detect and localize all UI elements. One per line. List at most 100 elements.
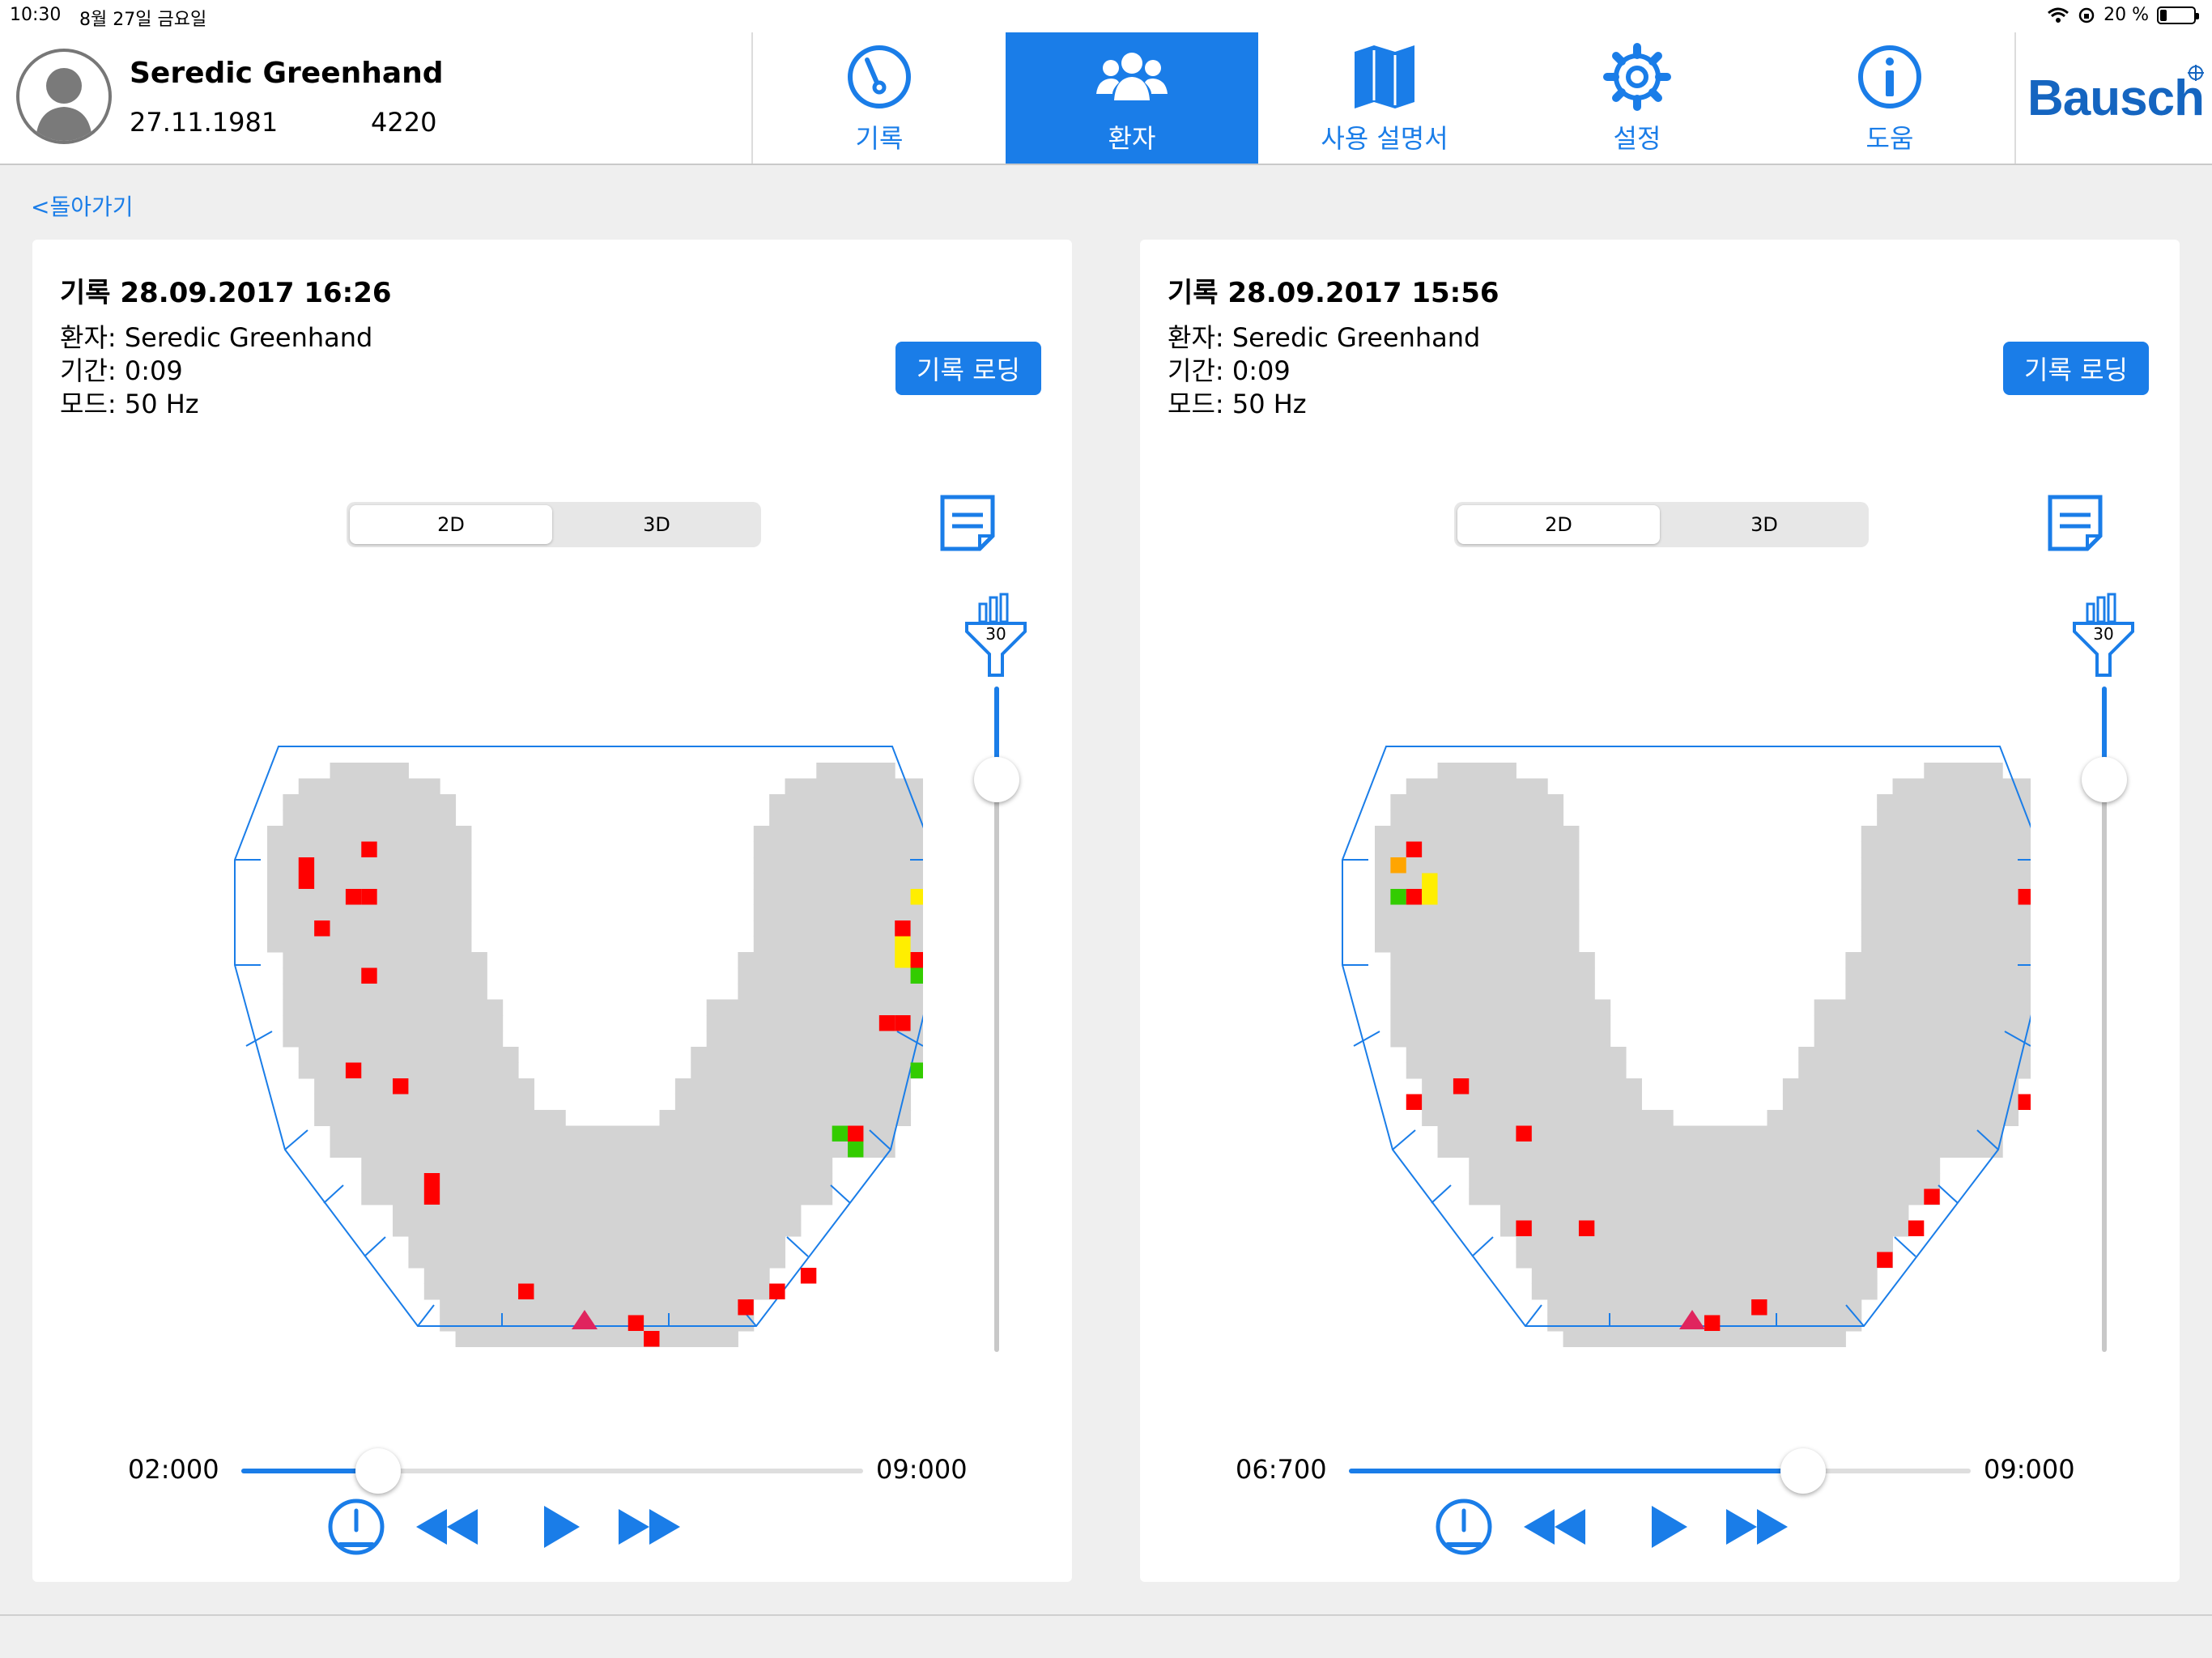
nav-help[interactable]: 도움 — [1763, 32, 2016, 164]
speed-gauge-icon[interactable] — [325, 1496, 387, 1558]
arch-tick — [284, 1129, 308, 1150]
contact-cell — [910, 889, 923, 905]
arch-band — [1375, 826, 1580, 842]
arch-tick — [323, 1184, 344, 1204]
arch-band — [283, 999, 504, 1016]
arch-band — [1390, 810, 1564, 827]
view-2d-option[interactable]: 2D — [350, 505, 552, 544]
arch-band — [1390, 967, 1595, 984]
arch-band — [1500, 1205, 1909, 1221]
arch-band — [283, 1015, 504, 1031]
nav-manual[interactable]: 사용 설명서 — [1258, 32, 1511, 164]
contact-cell — [1877, 1252, 1893, 1268]
arch-band — [440, 1315, 755, 1332]
arch-band — [1437, 763, 1516, 779]
speed-gauge-icon[interactable] — [1433, 1496, 1495, 1558]
arch-band — [753, 826, 923, 842]
arch-tick — [786, 1236, 809, 1257]
view-3d-option[interactable]: 3D — [1750, 513, 1778, 536]
nav-settings[interactable]: 설정 — [1511, 32, 1763, 164]
arch-band — [612, 1125, 895, 1142]
midline-marker-icon — [572, 1310, 598, 1329]
arch-tick — [2004, 1031, 2031, 1047]
fast-forward-icon[interactable] — [615, 1496, 683, 1558]
contact-cell — [423, 1173, 440, 1189]
arch-band — [1720, 1141, 2003, 1158]
duration-label: 기간: — [1168, 355, 1224, 386]
arch-band — [674, 1078, 912, 1095]
arch-band — [738, 952, 923, 968]
nav-help-label: 도움 — [1865, 123, 1914, 154]
nav-records[interactable]: 기록 — [753, 32, 1006, 164]
arch-band — [283, 967, 487, 984]
threshold-slider-thumb[interactable] — [974, 757, 1019, 803]
rewind-icon[interactable] — [413, 1496, 481, 1558]
arch-band — [393, 1220, 802, 1237]
contact-cell — [345, 889, 362, 905]
play-icon[interactable] — [1636, 1496, 1697, 1558]
arch-band — [1437, 1141, 1721, 1158]
arch-band — [298, 778, 440, 795]
arch-tick — [830, 1184, 851, 1204]
arch-tick — [1471, 1236, 1494, 1257]
playback-slider-track[interactable] — [241, 1469, 863, 1473]
mode-value: 50 Hz — [1231, 389, 1307, 419]
recording-panel: 기록 28.09.2017 15:56 환자: Seredic Greenhan… — [1140, 240, 2180, 1582]
arch-band — [1390, 1015, 1611, 1031]
contact-cell — [848, 1141, 864, 1158]
contact-cell — [314, 920, 330, 937]
playback-time-start: 02:000 — [128, 1454, 219, 1485]
fast-forward-icon[interactable] — [1723, 1496, 1791, 1558]
arch-band — [1877, 794, 2031, 810]
playback-slider-thumb[interactable] — [1780, 1448, 1826, 1494]
view-2d-option[interactable]: 2D — [1457, 505, 1660, 544]
arch-band — [455, 1331, 738, 1347]
status-right: 20 % — [2047, 5, 2199, 25]
arch-band — [283, 794, 457, 810]
arch-band — [361, 1188, 833, 1205]
recording-mode-row: 모드: 50 Hz — [60, 384, 199, 421]
playback-slider-thumb[interactable] — [355, 1448, 401, 1494]
notes-icon[interactable] — [2047, 494, 2104, 552]
patient-dob: 27.11.1981 — [130, 107, 279, 138]
contact-cell — [1406, 889, 1423, 905]
arch-band — [283, 984, 487, 1000]
main-nav: 기록 환자 사용 설명서 — [751, 32, 2016, 164]
nav-patients[interactable]: 환자 — [1006, 32, 1258, 164]
threshold-slider-track[interactable] — [2102, 687, 2107, 1352]
patient-value: Seredic Greenhand — [124, 322, 373, 353]
view-mode-toggle: 2D 3D — [347, 502, 761, 547]
notes-icon[interactable] — [939, 494, 996, 552]
arch-tick — [245, 1031, 273, 1047]
arch-band — [267, 904, 472, 921]
threshold-slider-track[interactable] — [994, 687, 999, 1352]
threshold-slider-thumb[interactable] — [2082, 757, 2127, 803]
view-3d-option[interactable]: 3D — [643, 513, 670, 536]
arch-band — [1437, 1125, 1721, 1142]
arch-tick — [1525, 1304, 1542, 1327]
contact-cell — [848, 1125, 864, 1141]
rewind-icon[interactable] — [1521, 1496, 1589, 1558]
load-recording-button[interactable]: 기록 로딩 — [895, 342, 1041, 395]
filter-funnel-icon[interactable]: 30 — [2071, 593, 2136, 678]
arch-band — [361, 1173, 833, 1189]
arch-band — [1531, 1268, 1878, 1284]
play-icon[interactable] — [528, 1496, 589, 1558]
arch-band — [1861, 857, 2031, 874]
view-mode-toggle: 2D 3D — [1454, 502, 1869, 547]
pressure-map — [1342, 746, 2031, 1347]
contact-cell — [423, 1188, 440, 1205]
recording-duration-row: 기간: 0:09 — [60, 351, 183, 388]
arch-band — [1845, 952, 2031, 968]
brand-star-icon — [2188, 65, 2204, 81]
filter-funnel-icon[interactable]: 30 — [963, 593, 1028, 678]
arch-band — [1767, 1110, 2019, 1126]
contact-cell — [627, 1315, 644, 1331]
back-link[interactable]: <돌아가기 — [31, 193, 134, 220]
contact-cell — [878, 1015, 895, 1031]
arch-band — [1375, 904, 1580, 921]
load-recording-button[interactable]: 기록 로딩 — [2003, 342, 2149, 395]
contact-cell — [769, 1283, 785, 1299]
arch-band — [706, 1015, 923, 1031]
mode-label: 모드: — [60, 389, 117, 419]
